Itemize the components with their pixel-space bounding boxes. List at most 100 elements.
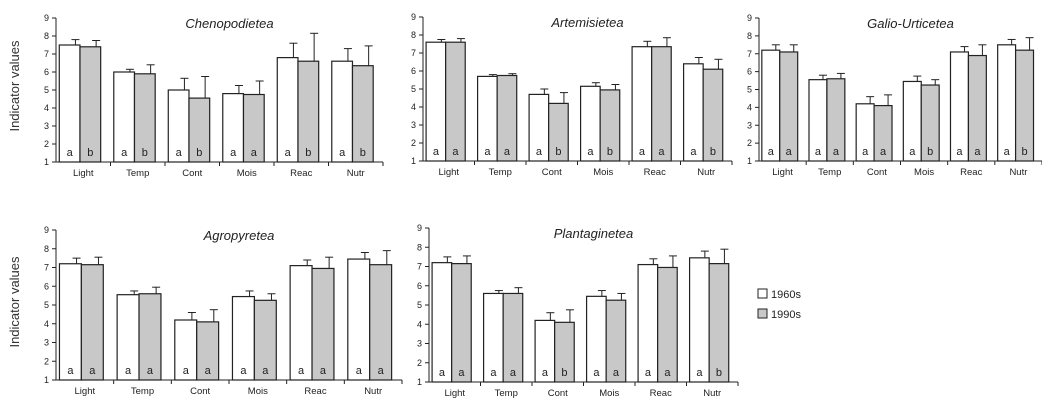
- bar-1990s: [873, 104, 893, 162]
- x-tick-label: Light: [73, 168, 94, 179]
- x-tick-label: Cont: [548, 388, 568, 399]
- significance-label: a: [121, 147, 128, 159]
- bar-1990s: [605, 299, 627, 383]
- significance-label: a: [183, 365, 190, 377]
- significance-label: a: [862, 146, 869, 158]
- bar-1990s: [297, 60, 320, 163]
- significance-label: a: [974, 146, 981, 158]
- y-tick-label: 6: [44, 67, 49, 77]
- bar-1960s: [347, 258, 371, 381]
- significance-label: a: [67, 365, 74, 377]
- bar-1990s: [554, 321, 575, 383]
- bar-1990s: [779, 51, 799, 162]
- bar-1990s: [826, 78, 846, 162]
- significance-label: b: [555, 146, 561, 158]
- bar-1990s: [79, 46, 102, 163]
- y-tick-label: 2: [417, 358, 422, 368]
- significance-label: a: [67, 147, 74, 159]
- y-tick-label: 7: [411, 48, 416, 58]
- x-tick-label: Reac: [960, 167, 982, 178]
- significance-label: a: [452, 146, 459, 158]
- y-tick-label: 4: [747, 102, 752, 112]
- significance-label: a: [909, 146, 916, 158]
- significance-label: a: [262, 365, 269, 377]
- significance-label: b: [305, 147, 311, 159]
- bar-1960s: [58, 263, 82, 381]
- y-tick-label: 7: [44, 263, 49, 273]
- legend-label-1960s: 1960s: [771, 289, 801, 301]
- significance-label: a: [320, 365, 327, 377]
- y-tick-label: 2: [44, 139, 49, 149]
- significance-label: a: [285, 147, 292, 159]
- y-tick-label: 2: [411, 138, 416, 148]
- significance-label: a: [815, 146, 822, 158]
- y-tick-label: 8: [417, 242, 422, 252]
- x-tick-label: Mois: [593, 167, 613, 178]
- x-tick-label: Light: [75, 386, 96, 397]
- significance-label: a: [696, 367, 703, 379]
- significance-label: b: [927, 146, 933, 158]
- significance-label: b: [607, 146, 613, 158]
- y-tick-label: 3: [411, 120, 416, 130]
- significance-label: a: [833, 146, 840, 158]
- significance-label: b: [142, 147, 148, 159]
- significance-label: a: [378, 365, 385, 377]
- significance-label: b: [710, 146, 716, 158]
- significance-label: a: [176, 147, 183, 159]
- significance-label: b: [716, 367, 722, 379]
- x-tick-label: Light: [772, 167, 793, 178]
- legend-swatch-1990s: [757, 308, 768, 319]
- bar-1990s: [80, 264, 104, 381]
- y-tick-label: 9: [44, 225, 49, 235]
- x-tick-label: Cont: [182, 168, 202, 179]
- y-tick-label: 3: [417, 339, 422, 349]
- y-tick-label: 8: [44, 244, 49, 254]
- bar-1960s: [688, 257, 710, 383]
- panel-title: Artemisietea: [550, 15, 623, 30]
- significance-label: a: [593, 367, 600, 379]
- significance-label: b: [561, 367, 567, 379]
- bar-1990s: [651, 46, 672, 162]
- y-tick-label: 1: [411, 156, 416, 166]
- significance-label: a: [639, 146, 646, 158]
- y-tick-label: 5: [411, 84, 416, 94]
- significance-label: b: [1021, 146, 1027, 158]
- y-tick-label: 4: [44, 103, 49, 113]
- y-tick-label: 1: [44, 157, 49, 167]
- significance-label: a: [458, 367, 465, 379]
- y-tick-label: 5: [747, 85, 752, 95]
- bar-1990s: [188, 97, 211, 163]
- y-tick-label: 1: [747, 156, 752, 166]
- bar-1990s: [133, 73, 156, 163]
- significance-label: a: [645, 367, 652, 379]
- y-tick-label: 6: [417, 281, 422, 291]
- y-tick-label: 1: [417, 377, 422, 387]
- y-tick-label: 8: [44, 31, 49, 41]
- panel-chenopodietea: Chenopodietea 1 2 3 4 5 6 7 8 9 Light a b Temp a b Cont a…: [44, 13, 384, 179]
- significance-label: a: [536, 146, 543, 158]
- bar-1990s: [496, 74, 518, 162]
- bar-1990s: [502, 292, 524, 383]
- significance-label: a: [956, 146, 963, 158]
- significance-label: a: [542, 367, 549, 379]
- y-tick-label: 6: [747, 67, 752, 77]
- bar-1990s: [445, 41, 466, 162]
- significance-label: a: [147, 365, 154, 377]
- bar-1990s: [920, 84, 940, 162]
- y-tick-label: 4: [411, 102, 416, 112]
- x-tick-label: Nutr: [703, 388, 721, 399]
- x-tick-label: Light: [438, 167, 459, 178]
- bar-1990s: [708, 263, 730, 383]
- x-tick-label: Temp: [126, 168, 149, 179]
- y-tick-label: 5: [417, 300, 422, 310]
- significance-label: a: [768, 146, 775, 158]
- y-axis-label-top: Indicator values: [7, 40, 22, 132]
- bar-1990s: [599, 89, 621, 162]
- bar-1960s: [997, 44, 1017, 162]
- x-tick-label: Mois: [248, 386, 268, 397]
- bar-1990s: [548, 102, 569, 162]
- significance-label: a: [205, 365, 212, 377]
- bar-1960s: [637, 263, 659, 383]
- significance-label: a: [587, 146, 594, 158]
